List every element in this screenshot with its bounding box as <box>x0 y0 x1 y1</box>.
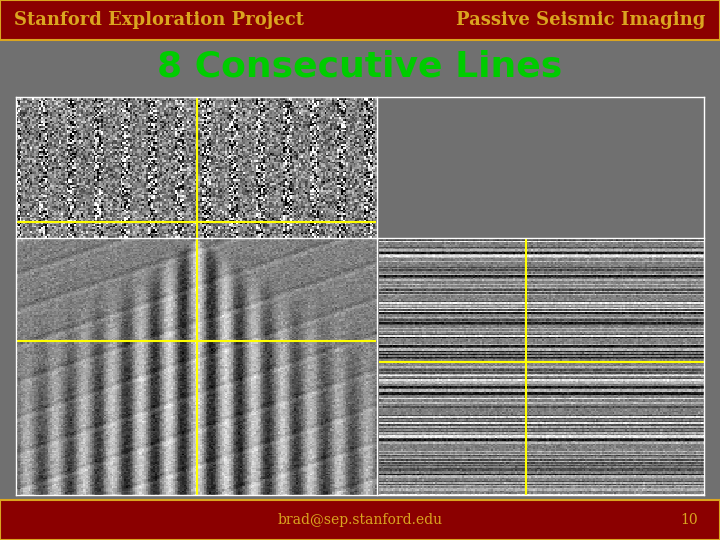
Text: Stanford Exploration Project: Stanford Exploration Project <box>14 11 305 29</box>
FancyBboxPatch shape <box>0 0 720 40</box>
Text: 8 Consecutive Lines: 8 Consecutive Lines <box>158 50 562 84</box>
Text: brad@sep.stanford.edu: brad@sep.stanford.edu <box>277 513 443 527</box>
FancyBboxPatch shape <box>0 500 720 540</box>
Text: 10: 10 <box>681 513 698 527</box>
Text: Passive Seismic Imaging: Passive Seismic Imaging <box>456 11 706 29</box>
